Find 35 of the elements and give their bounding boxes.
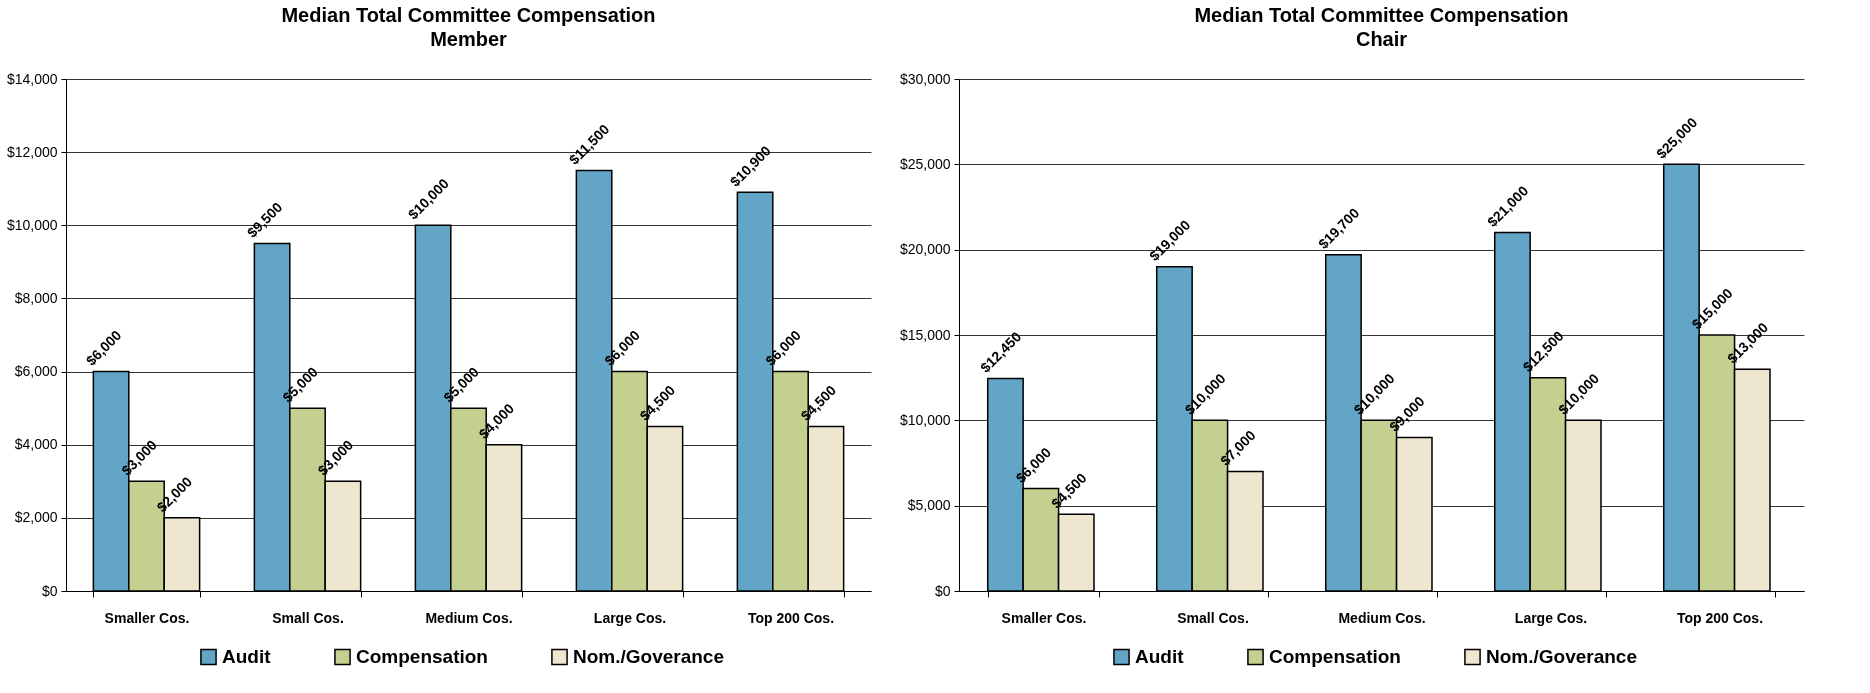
y-tick-label: $4,000 bbox=[14, 436, 58, 453]
legend-label: Nom./Goverance bbox=[1486, 645, 1637, 667]
y-tick-label: $20,000 bbox=[899, 241, 951, 258]
y-tick-label: $6,000 bbox=[14, 363, 58, 380]
y-tick-label: $30,000 bbox=[899, 70, 951, 87]
y-tick-label: $10,000 bbox=[6, 216, 58, 233]
x-tick-label: Large Cos. bbox=[1514, 609, 1588, 626]
y-tick-label: $2,000 bbox=[14, 509, 58, 526]
x-tick-label: Smaller Cos. bbox=[1001, 609, 1087, 626]
legend-label: Audit bbox=[1135, 645, 1185, 667]
y-tick-label: $15,000 bbox=[899, 326, 951, 343]
x-tick-label: Smaller Cos. bbox=[104, 609, 190, 626]
y-tick-label: $12,000 bbox=[6, 143, 58, 160]
legend-label: Audit bbox=[222, 645, 272, 667]
y-tick-label: $8,000 bbox=[14, 289, 58, 306]
x-tick-label: Top 200 Cos. bbox=[747, 609, 835, 626]
x-tick-label: Medium Cos. bbox=[1338, 609, 1426, 626]
y-tick-label: $0 bbox=[934, 582, 951, 599]
y-tick-label: $5,000 bbox=[907, 497, 951, 514]
legend-label: Compensation bbox=[356, 645, 488, 667]
chart-title: Median Total Committee Compensation bbox=[1194, 4, 1569, 26]
chart-title: Median Total Committee Compensation bbox=[281, 4, 656, 26]
legend-label: Nom./Goverance bbox=[573, 645, 724, 667]
x-tick-label: Top 200 Cos. bbox=[1676, 609, 1764, 626]
y-tick-label: $14,000 bbox=[6, 70, 58, 87]
x-tick-label: Small Cos. bbox=[1177, 609, 1249, 626]
y-tick-label: $25,000 bbox=[899, 155, 951, 172]
chart-subtitle: Member bbox=[430, 28, 508, 50]
legend-label: Compensation bbox=[1269, 645, 1401, 667]
x-tick-label: Small Cos. bbox=[272, 609, 344, 626]
y-tick-label: $0 bbox=[41, 582, 58, 599]
y-tick-label: $10,000 bbox=[899, 411, 951, 428]
x-tick-label: Large Cos. bbox=[593, 609, 667, 626]
x-tick-label: Medium Cos. bbox=[425, 609, 513, 626]
chart-subtitle: Chair bbox=[1355, 28, 1408, 50]
